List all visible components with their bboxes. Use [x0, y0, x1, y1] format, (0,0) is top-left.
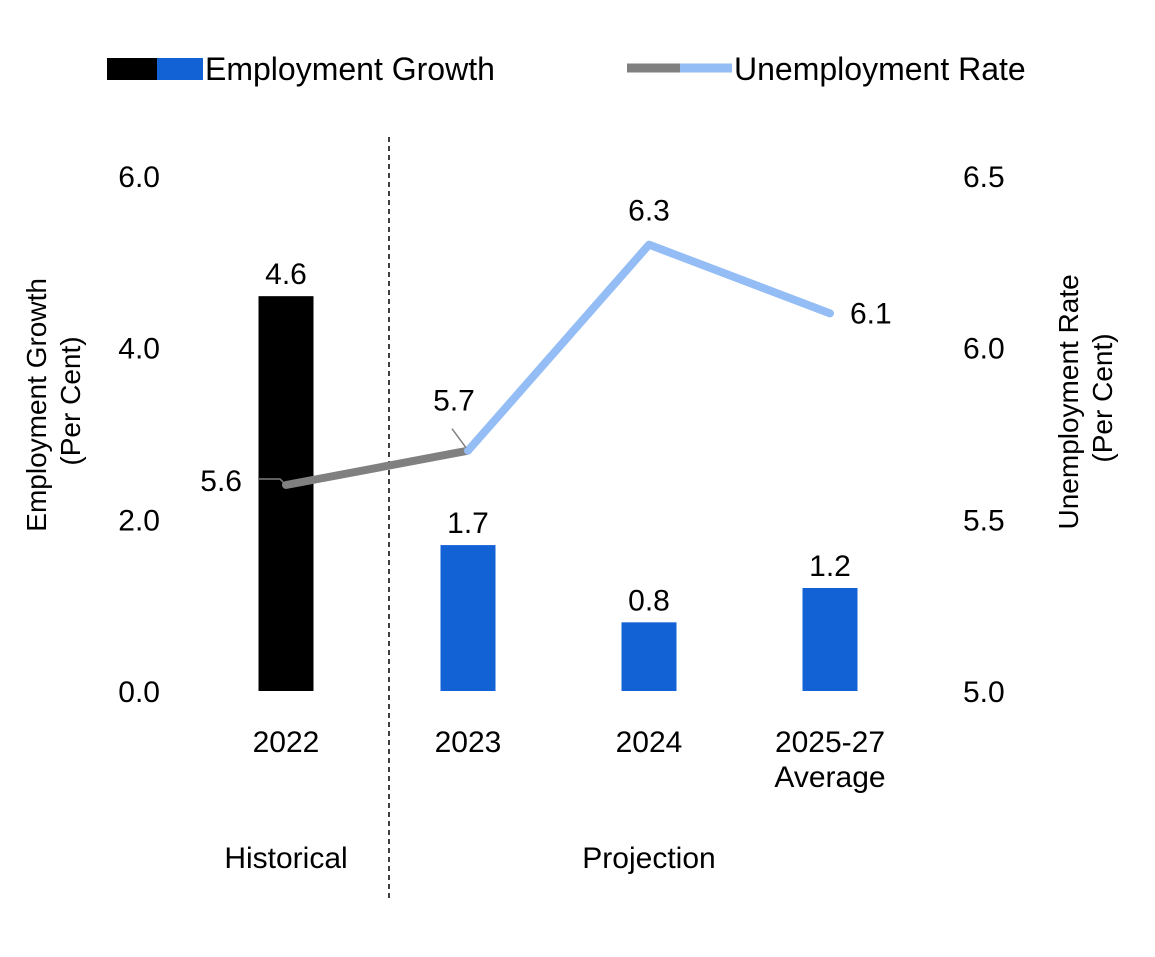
bar-2025-27-average	[802, 588, 858, 691]
right-tick-label: 5.0	[963, 676, 1005, 709]
right-tick-label: 5.5	[963, 504, 1005, 537]
category-labels: 2022 2023 2024 2025-27 Average	[253, 726, 886, 794]
period-label-historical: Historical	[224, 842, 347, 875]
bar-value-label: 1.7	[447, 507, 489, 540]
legend-swatch-projection-bar	[157, 58, 203, 80]
right-axis-ticks: 5.0 5.5 6.0 6.5	[963, 161, 1005, 709]
right-axis-title-line-2: (Per Cent)	[1087, 333, 1118, 462]
leader-line	[451, 428, 467, 449]
line-segment-historical	[282, 446, 472, 489]
right-tick-label: 6.0	[963, 333, 1005, 366]
legend: Employment Growth Unemployment Rate	[107, 51, 1026, 87]
category-label: 2024	[616, 726, 683, 759]
line-value-label: 6.1	[850, 297, 892, 330]
bar-2024	[621, 622, 677, 691]
left-axis-title: Employment Growth (Per Cent)	[21, 270, 86, 531]
category-label-line: 2025-27	[775, 726, 885, 759]
legend-swatch-historical-bar	[107, 58, 157, 80]
bar-2022	[258, 296, 314, 691]
category-label-line: 2024	[616, 726, 683, 759]
category-label-line: 2022	[253, 726, 320, 759]
line-value-label: 6.3	[628, 195, 670, 228]
category-label: 2022	[253, 726, 320, 759]
bar-value-label: 1.2	[809, 550, 851, 583]
legend-item-employment-growth: Employment Growth	[107, 51, 495, 87]
bar-value-label: 0.8	[628, 584, 670, 617]
category-label-line: Average	[774, 761, 885, 794]
right-axis-title: Unemployment Rate (Per Cent)	[1053, 266, 1118, 529]
period-label-projection: Projection	[582, 842, 715, 875]
left-axis-title-line-2: (Per Cent)	[55, 336, 86, 465]
unemployment-line	[282, 240, 834, 489]
leader-line	[258, 478, 287, 486]
left-tick-label: 6.0	[118, 161, 160, 194]
left-tick-label: 2.0	[118, 504, 160, 537]
right-axis-title-line-1: Unemployment Rate	[1053, 274, 1084, 529]
legend-label-unemployment-rate: Unemployment Rate	[734, 51, 1026, 87]
line-value-label: 5.6	[200, 465, 242, 498]
line-value-label: 5.7	[433, 385, 475, 418]
left-tick-label: 4.0	[118, 333, 160, 366]
right-tick-label: 6.5	[963, 161, 1005, 194]
bar-value-label: 4.6	[265, 258, 307, 291]
legend-item-unemployment-rate: Unemployment Rate	[627, 51, 1026, 87]
data-labels: 4.6 1.7 0.8 1.2 5.6 5.7 6.3 6.1	[200, 195, 891, 618]
legend-label-employment-growth: Employment Growth	[205, 51, 495, 87]
left-axis-title-line-1: Employment Growth	[21, 278, 52, 532]
left-axis-ticks: 0.0 2.0 4.0 6.0	[118, 161, 160, 709]
line-segment-projection	[464, 240, 834, 455]
category-label-line: 2023	[435, 726, 502, 759]
category-label: 2023	[435, 726, 502, 759]
bar-2023	[440, 545, 496, 691]
category-label: 2025-27 Average	[774, 726, 885, 794]
left-tick-label: 0.0	[118, 676, 160, 709]
bars	[258, 296, 858, 691]
